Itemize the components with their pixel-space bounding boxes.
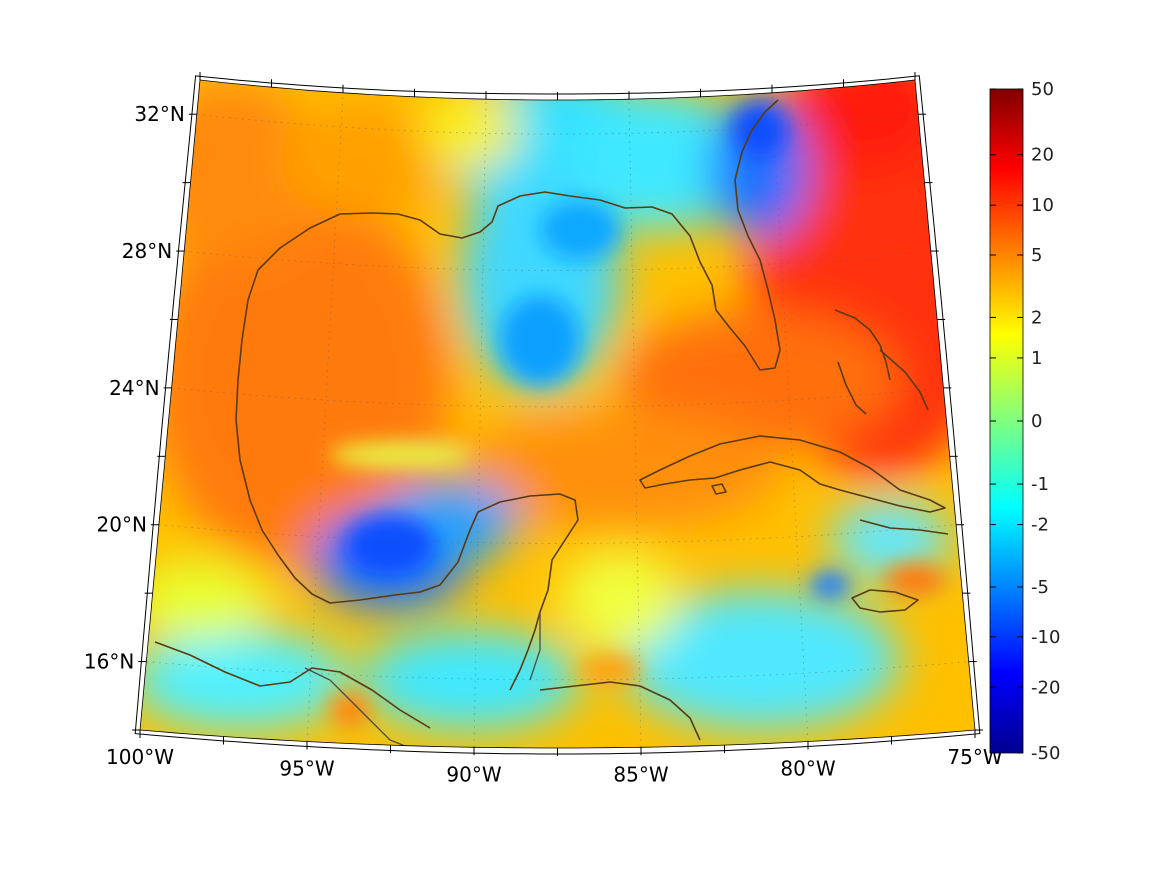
latitude-label: 32°N (134, 102, 184, 126)
latitude-label: 28°N (122, 239, 172, 263)
colorbar-label: -5 (1031, 577, 1049, 598)
coastlines (154, 99, 949, 741)
colorbar-label: 5 (1031, 245, 1042, 266)
colorbar-label: 20 (1031, 145, 1054, 166)
longitude-label: 95°W (279, 757, 334, 781)
parallel-line (146, 661, 969, 681)
longitude-label: 100°W (106, 745, 174, 769)
latitude-label: 24°N (109, 376, 159, 400)
colorbar-label: 2 (1031, 307, 1042, 328)
colorbar-label: 50 (1031, 79, 1054, 100)
colorbar-label: 0 (1031, 411, 1042, 432)
longitude-label: 85°W (613, 762, 668, 786)
colorbar-label: -1 (1031, 474, 1049, 495)
colorbar-label: 10 (1031, 195, 1054, 216)
longitude-label: 90°W (446, 762, 501, 786)
frame-ticks (132, 72, 983, 756)
parallel-line (184, 250, 931, 271)
colorbar-label: -10 (1031, 627, 1060, 648)
country-borders (304, 612, 541, 748)
longitude-label: 80°W (780, 757, 835, 781)
longitude-labels: 100°W 95°W 90°W 85°W 80°W 75°W (106, 745, 1003, 786)
latitude-label: 20°N (97, 513, 147, 537)
colorbar-label: -50 (1031, 743, 1060, 764)
latitude-label: 16°N (84, 650, 134, 674)
colorbar-label: -2 (1031, 515, 1049, 536)
colorbar-label: -20 (1031, 677, 1060, 698)
map-frame (134, 75, 981, 755)
latitude-labels: 32°N 28°N 24°N 20°N 16°N (84, 102, 185, 673)
colorbar-label: 1 (1031, 348, 1042, 369)
meridian-line (473, 99, 487, 748)
parallel-line (171, 387, 944, 408)
